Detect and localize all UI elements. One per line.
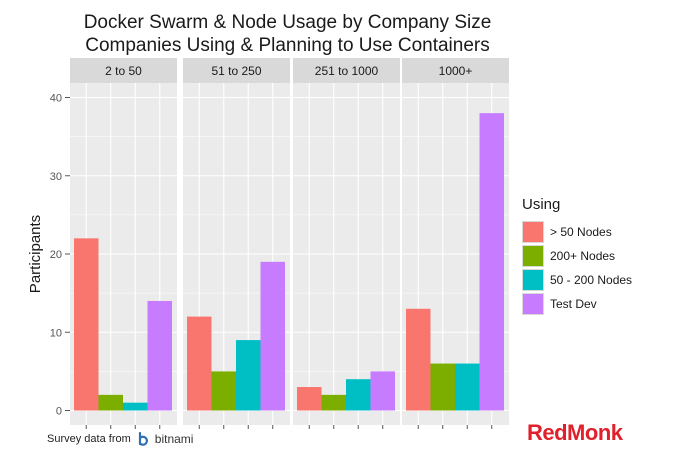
facet-strip (183, 58, 290, 83)
bar (147, 300, 172, 411)
source-credit: Survey data from bitnami (47, 432, 193, 446)
y-axis-label: Participants (27, 215, 44, 293)
y-tick-label: 10 (50, 327, 62, 339)
bar (346, 379, 371, 411)
bar (406, 308, 431, 411)
bar (479, 113, 504, 411)
facet-label: 1000+ (439, 64, 473, 78)
y-tick-label: 40 (50, 93, 62, 105)
bar (123, 402, 148, 411)
facet-strip (293, 58, 400, 83)
legend-swatch (523, 294, 543, 314)
bar (211, 371, 236, 411)
facet-strip (70, 58, 177, 83)
bar (297, 387, 322, 411)
legend-swatch (523, 270, 543, 290)
facet-label: 51 to 250 (211, 64, 261, 78)
legend-label: > 50 Nodes (550, 225, 612, 239)
bar (187, 316, 212, 411)
bar (98, 394, 123, 411)
bar (260, 261, 285, 411)
bar (321, 394, 346, 411)
chart-subtitle: Companies Using & Planning to Use Contai… (85, 35, 490, 56)
chart-title: Docker Swarm & Node Usage by Company Siz… (83, 12, 492, 33)
source-text: Survey data from (47, 433, 131, 445)
bitnami-wordmark: bitnami (154, 432, 194, 446)
legend-swatch (523, 246, 543, 266)
redmonk-logo: RedMonk (527, 420, 623, 446)
legend-title: Using (522, 196, 560, 213)
legend-label: Test Dev (550, 297, 597, 311)
y-tick-label: 20 (50, 249, 62, 261)
bar (455, 363, 480, 411)
legend-swatch (523, 222, 543, 242)
y-tick-label: 0 (56, 406, 62, 418)
y-tick-label: 30 (50, 171, 62, 183)
redmonk-wordmark: RedMonk (527, 420, 623, 445)
bar (74, 238, 99, 411)
legend-label: 50 - 200 Nodes (550, 273, 632, 287)
bitnami-logo: bitnami (137, 432, 194, 446)
bitnami-icon (138, 432, 148, 446)
bar (370, 371, 395, 411)
facet-label: 251 to 1000 (315, 64, 379, 78)
legend-label: 200+ Nodes (550, 249, 615, 263)
facet-label: 2 to 50 (105, 64, 142, 78)
bar (236, 340, 261, 411)
bar (430, 363, 455, 411)
facet-strip (402, 58, 509, 83)
